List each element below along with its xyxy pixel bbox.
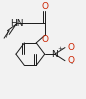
Text: +: +: [58, 46, 63, 51]
Text: N: N: [51, 50, 58, 59]
Text: /: /: [6, 30, 9, 39]
Text: O: O: [41, 2, 48, 11]
Text: O: O: [68, 56, 75, 65]
Text: O: O: [68, 43, 75, 52]
Text: HN: HN: [10, 19, 24, 28]
Text: O: O: [41, 35, 48, 44]
Text: -: -: [71, 61, 73, 66]
